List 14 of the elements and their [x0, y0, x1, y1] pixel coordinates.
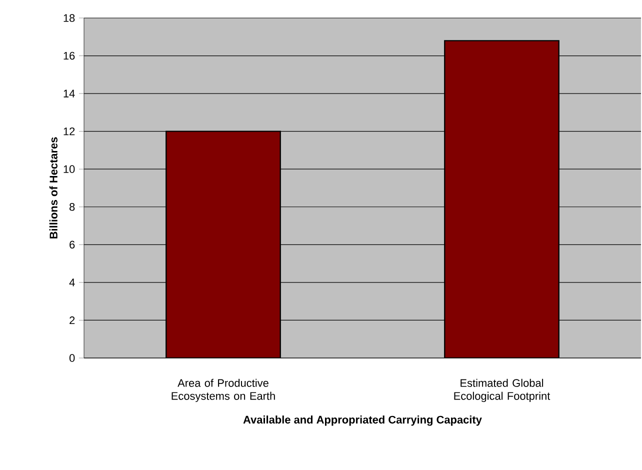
y-tick-label: 10 — [64, 165, 75, 173]
y-tick-label: 4 — [69, 278, 75, 286]
y-tick-label: 12 — [64, 128, 75, 136]
y-tick-label: 2 — [70, 316, 75, 324]
y-tick-label: 8 — [70, 203, 75, 211]
y-tick-label: 0 — [69, 354, 75, 362]
y-axis-title: Billions of Hectares — [49, 137, 58, 238]
y-tick-label: 16 — [64, 52, 75, 60]
y-tick-label: 18 — [64, 14, 75, 22]
y-tick-label: 6 — [70, 240, 75, 249]
x-axis-title: Available and Appropriated Carrying Capacity — [243, 416, 482, 426]
x-tick-label: Estimated Global Ecological Footprint — [454, 378, 550, 402]
x-tick-label: Area of Productive Ecosystems on Earth — [172, 378, 275, 402]
y-tick-label: 14 — [64, 90, 75, 98]
